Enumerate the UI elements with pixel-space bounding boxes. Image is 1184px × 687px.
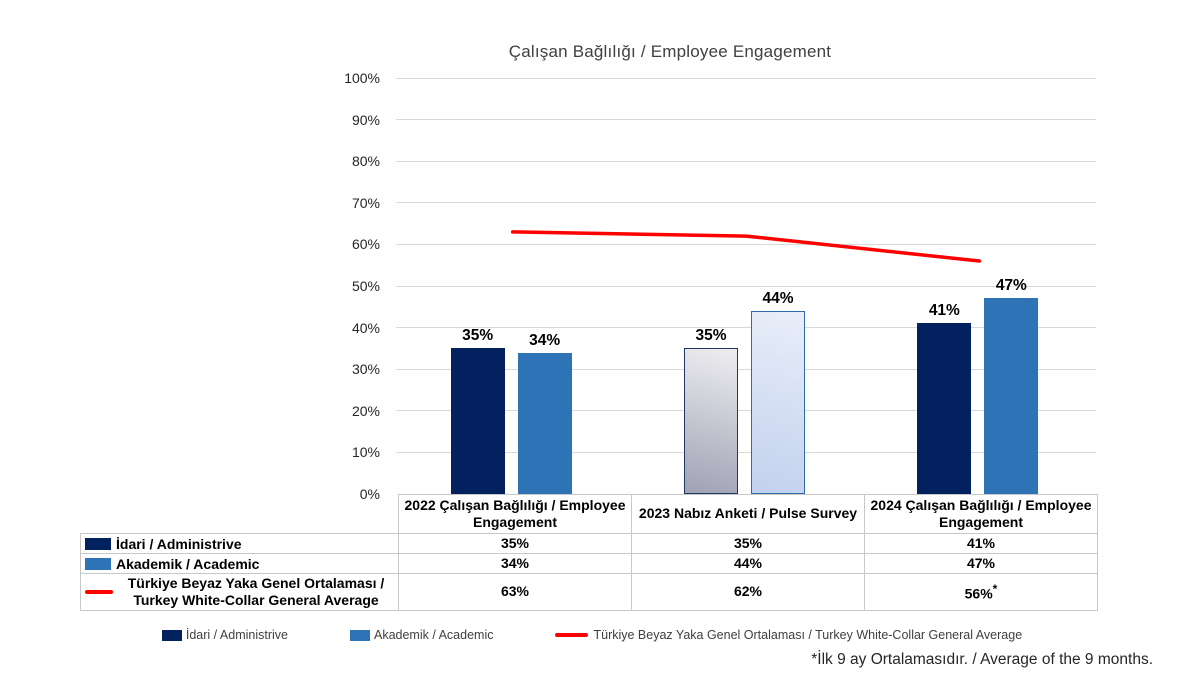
series-label-text: Türkiye Beyaz Yaka Genel Ortalaması / Tur… [127, 575, 385, 608]
table-row: Türkiye Beyaz Yaka Genel Ortalaması / Tur… [80, 573, 1098, 611]
y-tick-label: 20% [351, 402, 380, 419]
bar-value-label: 44% [762, 289, 794, 307]
bar-navy-group1 [684, 348, 738, 494]
table-value-cell: 63% [398, 573, 632, 611]
table-value-cell: 35% [631, 532, 865, 555]
category-header-0: 2022 Çalışan Bağlılığı / Employee Engage… [398, 494, 632, 534]
table-corner-cell [81, 495, 399, 534]
bar-value-label: 41% [928, 302, 960, 320]
bar-value-label: 34% [529, 331, 561, 349]
legend-label-akademik: Akademik / Academic [373, 628, 494, 642]
akademik-swatch-icon [349, 629, 370, 641]
y-tick-label: 60% [351, 236, 380, 253]
gridline [396, 243, 1096, 245]
gridline [396, 327, 1096, 329]
bar-value-label: 47% [995, 277, 1027, 295]
legend-item-average: Türkiye Beyaz Yaka Genel Ortalaması / Tu… [555, 628, 1022, 642]
table-row: İdari / Administrive 35% 35% 41% [80, 532, 1098, 555]
y-tick-label: 90% [351, 111, 380, 128]
gridline [396, 368, 1096, 370]
gridline [396, 410, 1096, 412]
navy-swatch-icon [85, 537, 111, 550]
idari-swatch-icon [161, 629, 182, 641]
table-value-cell: 47% [864, 553, 1098, 575]
table-value-cell: 44% [631, 553, 865, 575]
bar-value-label: 35% [695, 327, 727, 345]
data-table-header: 2022 Çalışan Bağlılığı / Employee Engage… [81, 494, 1098, 534]
legend-item-idari: İdari / Administrive [161, 628, 288, 642]
gridline [396, 160, 1096, 162]
y-tick-label: 40% [351, 319, 380, 336]
y-tick-label: 80% [351, 153, 380, 170]
legend-label-idari: İdari / Administrive [185, 628, 288, 642]
bar-navy-group2 [917, 323, 972, 494]
series-label-cell: Türkiye Beyaz Yaka Genel Ortalaması / Tur… [80, 573, 399, 611]
legend: İdari / Administrive Akademik / Academic… [0, 626, 1184, 644]
gridline [396, 202, 1096, 204]
y-tick-label: 30% [351, 361, 380, 378]
y-tick-label: 10% [351, 444, 380, 461]
series-label-cell: Akademik / Academic [80, 553, 399, 575]
blue-swatch-icon [85, 557, 111, 570]
bar-blue-group2 [984, 298, 1039, 494]
y-tick-label: 50% [351, 278, 380, 294]
average-line [510, 230, 982, 263]
gridline [396, 285, 1096, 287]
y-tick-label: 100% [344, 70, 380, 86]
y-tick-label: 70% [351, 194, 380, 211]
gridline [396, 451, 1096, 453]
table-value-cell: 56%* [864, 573, 1098, 611]
table-value-cell: 41% [864, 532, 1098, 555]
gridline [396, 77, 1096, 79]
bar-navy-group0 [450, 348, 505, 494]
table-value-cell: 62% [631, 573, 865, 611]
category-header-2: 2024 Çalışan Bağlılığı / Employee Engage… [864, 494, 1098, 534]
legend-label-average: Türkiye Beyaz Yaka Genel Ortalaması / Tu… [593, 628, 1023, 642]
table-value-cell: 34% [398, 553, 632, 575]
data-table: 2022 Çalışan Bağlılığı / Employee Engage… [80, 494, 1098, 611]
legend-item-akademik: Akademik / Academic [349, 628, 494, 642]
bar-blue-group1 [751, 310, 805, 494]
table-row: Akademik / Academic 34% 44% 47% [80, 553, 1098, 575]
gridline [396, 119, 1096, 121]
category-header-1: 2023 Nabız Anketi / Pulse Survey [631, 494, 865, 534]
y-tick-label: 0% [359, 486, 380, 502]
footnote: *İlk 9 ay Ortalamasıdır. / Average of th… [811, 651, 1153, 668]
average-line-swatch-icon [555, 633, 589, 637]
footnote-asterisk: * [992, 581, 998, 596]
series-label-text: İdari / Administrive [116, 535, 242, 552]
bar-value-label: 35% [462, 327, 494, 345]
red-line-swatch-icon [85, 589, 113, 594]
series-label-cell: İdari / Administrive [80, 532, 399, 555]
bar-blue-group0 [517, 352, 572, 494]
table-value-cell: 35% [398, 532, 632, 555]
series-label-text: Akademik / Academic [116, 555, 260, 572]
chart-title: Çalışan Bağlılığı / Employee Engagement [508, 42, 832, 61]
